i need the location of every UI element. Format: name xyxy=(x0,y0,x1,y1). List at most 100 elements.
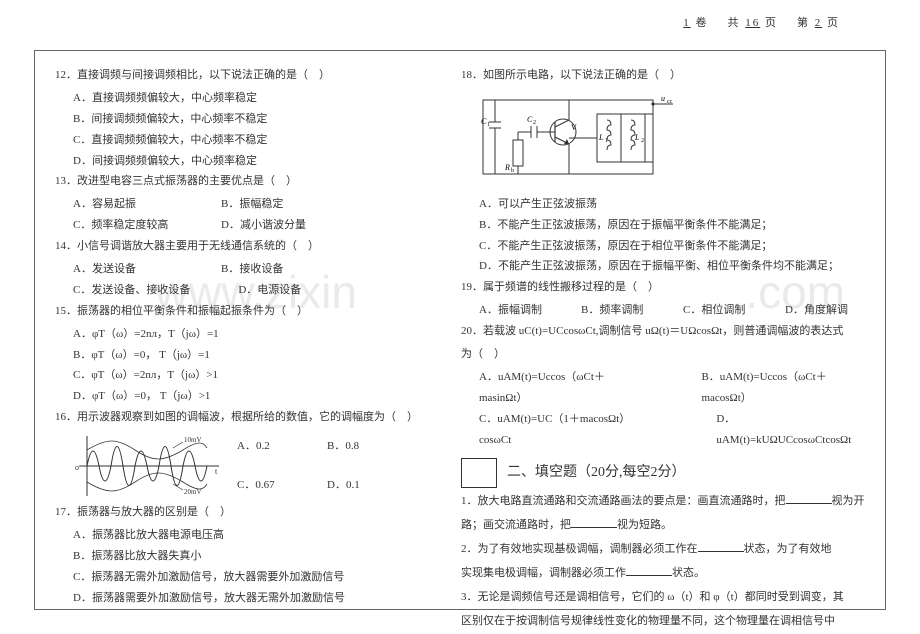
q14-D: D．电源设备 xyxy=(238,280,338,301)
q14-stem: 14．小信号调谐放大器主要用于无线通信系统的（ ） xyxy=(55,236,431,257)
q15-stem: 15．振荡器的相位平衡条件和振幅起振条件为（ ） xyxy=(55,301,431,322)
svg-text:2: 2 xyxy=(533,120,536,126)
svg-text:t: t xyxy=(215,467,218,476)
q15-B: B．φT（ω）=0， T（jω）=1 xyxy=(55,345,431,366)
q17-B: B．振荡器比放大器失真小 xyxy=(55,546,431,567)
page-no: 2 xyxy=(815,17,823,29)
q12-A: A．直接调频频偏较大，中心频率稳定 xyxy=(55,88,431,109)
section2-header: 二、填空题（20分,每空2分） xyxy=(461,458,865,488)
q13-A: A．容易起振 xyxy=(73,194,173,215)
q12-C: C．直接调频频偏较大，中心频率不稳定 xyxy=(55,130,431,151)
q16-B: B．0.8 xyxy=(327,436,417,457)
q14-A: A．发送设备 xyxy=(73,259,173,280)
q16-wrap: o t 10mV 20mV A．0.2 B．0.8 C．0.67 D．0.1 xyxy=(55,430,431,502)
fill-3b: 区别仅在于按调制信号规律线性变化的物理量不同，这个物理量在调相信号中 xyxy=(461,611,865,632)
q14-C: C．发送设备、接收设备 xyxy=(73,280,190,301)
fill-2b: 实现集电极调幅，调制器必须工作 状态。 xyxy=(461,563,865,584)
f1a: 1．放大电路直流通路和交流通路画法的要点是：画直流通路时，把 xyxy=(461,495,786,507)
q17-stem: 17．振荡器与放大器的区别是（ ） xyxy=(55,502,431,523)
q17-A: A．振荡器比放大器电源电压高 xyxy=(55,525,431,546)
q19-opts: A．振幅调制 B．频率调制 C．相位调制 D．角度解调 xyxy=(461,300,865,321)
q20-stem1: 20．若载波 uC(t)=UCcosωCt,调制信号 uΩ(t)＝UΩcosΩt… xyxy=(461,321,865,342)
ye: 页 xyxy=(765,17,778,29)
fill-1: 1．放大电路直流通路和交流通路画法的要点是：画直流通路时，把视为开 xyxy=(461,491,865,512)
circuit-figure: ucc C1 Rb C2 V xyxy=(479,92,679,182)
f1d: 视为短路。 xyxy=(617,519,672,531)
f2d: 状态。 xyxy=(672,567,705,579)
q17-D: D．振荡器需要外加激励信号，放大器无需外加激励信号 xyxy=(55,588,431,609)
q17-C: C．振荡器无需外加激励信号，放大器需要外加激励信号 xyxy=(55,567,431,588)
f2a: 2．为了有效地实现基极调幅，调制器必须工作在 xyxy=(461,543,698,555)
score-box xyxy=(461,458,497,488)
blank-1 xyxy=(786,492,832,504)
left-column: 12．直接调频与间接调频相比，以下说法正确的是（ ） A．直接调频频偏较大，中心… xyxy=(55,65,431,595)
q19-C: C．相位调制 xyxy=(683,300,763,321)
f1c: 路；画交流通路时，把 xyxy=(461,519,571,531)
f2b: 状态，为了有效地 xyxy=(744,543,832,555)
q20-row1: A．uAM(t)=Uccos（ωCt＋masinΩt） B．uAM(t)=Ucc… xyxy=(461,367,865,409)
svg-text:10mV: 10mV xyxy=(184,436,202,444)
di: 第 xyxy=(797,17,810,29)
am-wave-figure: o t 10mV 20mV xyxy=(73,430,223,502)
right-column: 18．如图所示电路，以下说法正确的是（ ） ucc C1 Rb C2 xyxy=(461,65,865,595)
svg-text:cc: cc xyxy=(667,99,673,105)
q12-stem: 12．直接调频与间接调频相比，以下说法正确的是（ ） xyxy=(55,65,431,86)
q20-A: A．uAM(t)=Uccos（ωCt＋masinΩt） xyxy=(479,367,641,409)
q19-A: A．振幅调制 xyxy=(479,300,559,321)
gong: 共 xyxy=(728,17,741,29)
svg-text:L: L xyxy=(598,133,604,142)
svg-text:2: 2 xyxy=(641,138,644,144)
q12-D: D．间接调频频偏较大，中心频率稳定 xyxy=(55,151,431,172)
content-frame: www.zixin .com 12．直接调频与间接调频相比，以下说法正确的是（ … xyxy=(34,50,886,610)
q13-row1: A．容易起振 B．振幅稳定 xyxy=(55,194,431,215)
q15-C: C．φT（ω）=2nл，T（jω）>1 xyxy=(55,365,431,386)
q16-opts: A．0.2 B．0.8 C．0.67 D．0.1 xyxy=(237,430,417,496)
blank-2 xyxy=(571,516,617,528)
blank-4 xyxy=(626,564,672,576)
svg-text:o: o xyxy=(75,463,79,472)
blank-3 xyxy=(698,540,744,552)
q18-C: C．不能产生正弦波振荡，原因在于相位平衡条件不能满足； xyxy=(461,236,865,257)
q13-B: B．振幅稳定 xyxy=(221,194,321,215)
q15-D: D．φT（ω）=0， T（jω）>1 xyxy=(55,386,431,407)
ye2: 页 xyxy=(827,17,840,29)
f2c: 实现集电极调幅，调制器必须工作 xyxy=(461,567,626,579)
q16-A: A．0.2 xyxy=(237,436,327,457)
q12-B: B．间接调频频偏较大，中心频率不稳定 xyxy=(55,109,431,130)
svg-text:u: u xyxy=(661,94,665,103)
svg-text:20mV: 20mV xyxy=(184,488,202,496)
q19-B: B．频率调制 xyxy=(581,300,661,321)
page-header: 1 卷 共 16 页 第 2 页 xyxy=(683,14,840,30)
q16-C: C．0.67 xyxy=(237,475,327,496)
svg-text:1: 1 xyxy=(605,138,608,144)
q19-D: D．角度解调 xyxy=(785,300,865,321)
q14-row1: A．发送设备 B．接收设备 xyxy=(55,259,431,280)
q13-C: C．频率稳定度较高 xyxy=(73,215,173,236)
svg-text:V: V xyxy=(571,123,577,132)
q16-stem: 16．用示波器观察到如图的调幅波，根据所给的数值，它的调幅度为（ ） xyxy=(55,407,431,428)
q13-D: D．减小谐波分量 xyxy=(221,215,321,236)
q15-A: A．φT（ω）=2nл，T（jω）=1 xyxy=(55,324,431,345)
svg-text:L: L xyxy=(634,133,640,142)
q13-row2: C．频率稳定度较高 D．减小谐波分量 xyxy=(55,215,431,236)
q20-C: C．uAM(t)=UC（1＋macosΩt）cosωCt xyxy=(479,409,656,451)
q20-stem2: 为（ ） xyxy=(461,344,865,365)
q14-B: B．接收设备 xyxy=(221,259,321,280)
juan-no: 1 xyxy=(683,17,691,29)
q18-B: B．不能产生正弦波振荡，原因在于振幅平衡条件不能满足； xyxy=(461,215,865,236)
q18-stem: 18．如图所示电路，以下说法正确的是（ ） xyxy=(461,65,865,86)
q18-D: D．不能产生正弦波振荡，原因在于振幅平衡、相位平衡条件均不能满足； xyxy=(461,256,865,277)
section2-title: 二、填空题（20分,每空2分） xyxy=(507,460,686,487)
fill-1b: 路；画交流通路时，把 视为短路。 xyxy=(461,515,865,536)
q14-row2: C．发送设备、接收设备 D．电源设备 xyxy=(55,280,431,301)
q19-stem: 19．属于频谱的线性搬移过程的是（ ） xyxy=(461,277,865,298)
q20-B: B．uAM(t)=Uccos（ωCt＋macosΩt） xyxy=(701,367,865,409)
fill-2: 2．为了有效地实现基极调幅，调制器必须工作在 状态，为了有效地 xyxy=(461,539,865,560)
q20-D: D．uAM(t)=kUΩUCcosωCtcosΩt xyxy=(716,409,865,451)
fill-3a: 3．无论是调频信号还是调相信号，它们的 ω（t）和 φ（t）都同时受到调变，其 xyxy=(461,587,865,608)
juan-label: 卷 xyxy=(696,17,709,29)
svg-text:1: 1 xyxy=(487,122,490,128)
q16-D: D．0.1 xyxy=(327,475,417,496)
total-pages: 16 xyxy=(745,17,760,29)
q18-A: A．可以产生正弦波振荡 xyxy=(461,194,865,215)
